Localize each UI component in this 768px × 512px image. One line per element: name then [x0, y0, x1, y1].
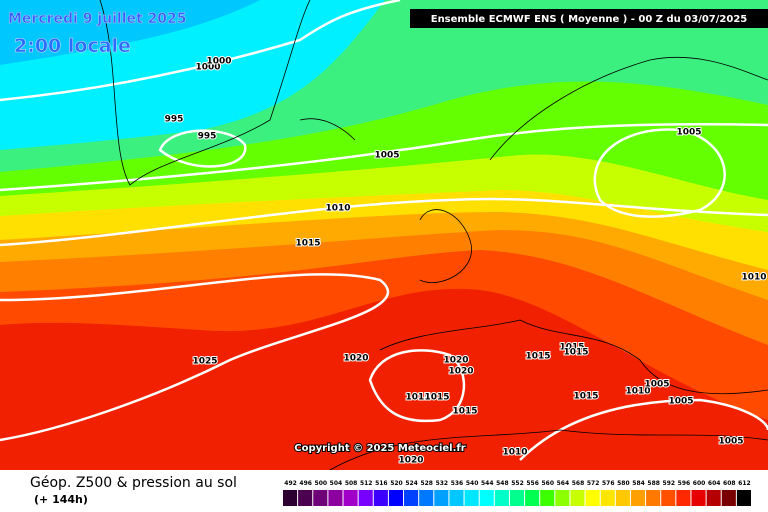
legend-label: 600 [693, 480, 706, 487]
isobar-label: 1015 [563, 348, 588, 358]
legend-swatch [494, 490, 509, 506]
legend-label: 560 [541, 480, 554, 487]
legend-label: 492 [284, 480, 297, 487]
isobar-label: 1015 [405, 393, 430, 403]
legend-swatch [600, 490, 615, 506]
isobar-label: 1010 [741, 273, 766, 283]
isobar-label: 1020 [343, 354, 368, 364]
legend-swatch [328, 490, 343, 506]
legend-label: 572 [587, 480, 600, 487]
coastlines [99, 0, 768, 471]
legend-label: 580 [617, 480, 630, 487]
legend-label: 516 [375, 480, 388, 487]
isobar-label: 1010 [502, 448, 527, 458]
legend-label: 532 [436, 480, 449, 487]
legend-label: 536 [451, 480, 464, 487]
forecast-date: Mercredi 9 juillet 2025 [8, 11, 187, 27]
legend-swatch [449, 490, 464, 506]
legend-swatch [283, 490, 298, 506]
model-run: Ensemble ECMWF ENS ( Moyenne ) - 00 Z du… [431, 14, 748, 25]
legend-swatch [540, 490, 555, 506]
isobar-label: 1015 [573, 392, 598, 402]
legend-swatch [373, 490, 388, 506]
legend-swatch [630, 490, 646, 506]
legend-label: 564 [557, 480, 570, 487]
legend-label: 512 [360, 480, 373, 487]
isobar-label: 1015 [424, 393, 449, 403]
legend-swatch [464, 490, 479, 506]
forecast-time: 2:00 locale [14, 35, 131, 57]
legend-label: 592 [663, 480, 676, 487]
isobar-label: 1020 [448, 367, 473, 377]
legend-swatch [479, 490, 494, 506]
legend-swatch [404, 490, 419, 506]
isobar-label: 1010 [625, 387, 650, 397]
isobar-label: 1000 [195, 63, 220, 73]
legend-label: 604 [708, 480, 721, 487]
legend-label: 496 [299, 480, 312, 487]
legend-swatch [388, 490, 404, 506]
isobar-label: 1020 [398, 456, 423, 466]
isobar-label: 995 [198, 132, 217, 142]
legend-swatch [509, 490, 525, 506]
legend-label: 544 [481, 480, 494, 487]
legend-label: 608 [723, 480, 736, 487]
geopotential-field [0, 0, 768, 470]
footer-title: Géop. Z500 & pression au sol [30, 475, 237, 491]
isobar-label: 1005 [374, 151, 399, 161]
isobar-label: 1015 [295, 239, 320, 249]
legend-swatch [691, 490, 706, 506]
legend-swatch [434, 490, 449, 506]
legend-swatch [615, 490, 630, 506]
legend-swatch [570, 490, 585, 506]
legend-label: 588 [647, 480, 660, 487]
legend-label: 576 [602, 480, 615, 487]
isobar-label: 1000 [206, 57, 231, 67]
legend-label: 584 [632, 480, 645, 487]
isobar-label: 1015 [525, 352, 550, 362]
legend-swatch [313, 490, 328, 506]
isobar-label: 1015 [452, 407, 477, 417]
legend-label: 520 [390, 480, 403, 487]
legend-swatch [646, 490, 661, 506]
legend-label: 524 [405, 480, 418, 487]
isobar-label: 1005 [668, 397, 693, 407]
isobar-label: 1005 [718, 437, 743, 447]
isobar-label: 1015 [559, 343, 584, 353]
legend-swatch [736, 490, 751, 506]
legend-swatch [298, 490, 313, 506]
isobar-label: 1020 [443, 356, 468, 366]
legend-swatch [358, 490, 373, 506]
legend-swatch [706, 490, 721, 506]
legend-swatch [676, 490, 691, 506]
header-bar [410, 9, 768, 28]
legend-label: 556 [526, 480, 539, 487]
legend-label: 612 [738, 480, 751, 487]
legend-label: 528 [420, 480, 433, 487]
legend-swatch [343, 490, 358, 506]
legend-label: 504 [330, 480, 343, 487]
legend-swatch [721, 490, 736, 506]
legend-swatch [555, 490, 570, 506]
legend-label: 508 [345, 480, 358, 487]
legend-swatch [525, 490, 540, 506]
legend-label: 568 [572, 480, 585, 487]
legend-label: 596 [678, 480, 691, 487]
isobar-label: 1005 [644, 380, 669, 390]
legend-label: 552 [511, 480, 524, 487]
isobar-label: 1005 [676, 128, 701, 138]
legend-label: 500 [315, 480, 328, 487]
legend-label: 548 [496, 480, 509, 487]
isobar-label: 1025 [192, 357, 217, 367]
isobar-label: 995 [165, 115, 184, 125]
isobar-label: 1010 [325, 204, 350, 214]
copyright: Copyright © 2025 Meteociel.fr [294, 443, 465, 454]
legend-swatch [661, 490, 676, 506]
footer-lead: (+ 144h) [34, 493, 88, 506]
legend-swatch [585, 490, 600, 506]
legend-swatch [419, 490, 434, 506]
legend-label: 540 [466, 480, 479, 487]
